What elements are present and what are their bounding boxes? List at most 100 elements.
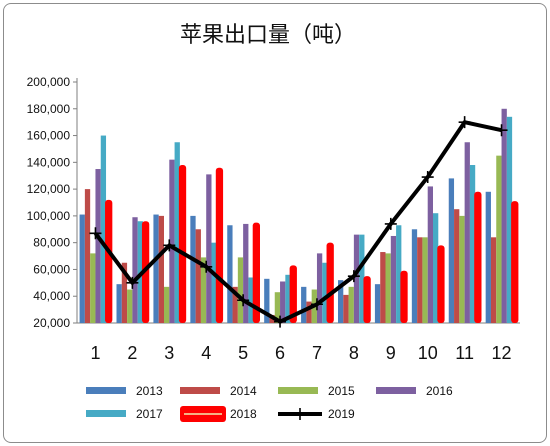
bar-2018-6 (289, 265, 297, 323)
legend-marker-2019 (294, 408, 306, 420)
point-2019-2 (126, 276, 139, 289)
bar-2016-11 (464, 142, 470, 323)
y-tick-label: 40,000 (33, 289, 70, 303)
bar-2015-4 (200, 257, 207, 323)
bar-2015-11 (459, 215, 465, 323)
legend-label-2015: 2015 (328, 384, 355, 398)
line-series-group (89, 116, 508, 328)
bar-2016-8 (353, 234, 360, 323)
bar-2015-6 (274, 292, 281, 323)
bar-2016-2 (132, 217, 138, 323)
bar-2017-1 (100, 135, 107, 323)
point-2019-3 (163, 239, 176, 252)
bar-series-group (79, 108, 519, 324)
y-tick-label: 180,000 (27, 102, 71, 116)
x-tick-label: 6 (275, 343, 285, 363)
bar-2013-2 (116, 284, 122, 323)
bar-2014-2 (121, 262, 128, 323)
y-tick-label: 140,000 (27, 155, 71, 169)
bar-2015-12 (496, 155, 502, 323)
bar-2016-4 (206, 174, 212, 323)
point-2019-10 (421, 171, 434, 184)
bar-2018-1 (105, 199, 113, 323)
bar-2016-7 (316, 253, 323, 323)
bar-2015-10 (422, 237, 428, 323)
y-tick-label: 20,000 (33, 316, 70, 330)
bar-2016-1 (95, 169, 101, 323)
legend-label-2018: 2018 (230, 407, 257, 421)
legend-swatch-2015 (278, 387, 318, 394)
y-tick-label: 160,000 (27, 129, 71, 143)
y-tick-label: 60,000 (33, 262, 70, 276)
bar-2014-9 (380, 252, 386, 323)
legend-swatch-2014 (180, 387, 220, 394)
y-tick-label: 100,000 (27, 209, 71, 223)
bar-2018-10 (437, 245, 445, 323)
y-tick-label: 200,000 (27, 75, 71, 89)
bar-2016-10 (427, 186, 433, 323)
bar-2017-6 (285, 274, 291, 323)
point-2019-9 (384, 217, 397, 230)
bar-2018-5 (252, 222, 260, 323)
point-2019-11 (458, 116, 471, 129)
bar-2013-11 (448, 178, 455, 323)
bar-2015-9 (385, 253, 391, 323)
legend: 2013 2014 2015 2016 2017 2018 2019 (86, 384, 453, 422)
x-tick-label: 7 (312, 343, 322, 363)
bar-2016-9 (390, 235, 397, 323)
bar-2017-4 (211, 242, 217, 323)
x-axis: 1 2 3 4 5 6 7 8 9 10 11 12 (77, 322, 520, 363)
bar-2014-11 (454, 209, 460, 323)
point-2019-1 (89, 227, 102, 240)
bar-2014-10 (417, 237, 423, 323)
bar-2013-3 (153, 214, 159, 323)
bar-2014-7 (306, 301, 312, 323)
y-tick-label: 80,000 (33, 236, 70, 250)
bar-2017-10 (432, 213, 439, 323)
bar-2018-12 (511, 201, 519, 323)
x-tick-label: 5 (238, 343, 248, 363)
x-tick-label: 3 (164, 343, 174, 363)
y-axis: 20,000 40,000 60,000 80,000 100,000 120,000 14… (27, 75, 78, 330)
bar-2017-3 (174, 142, 180, 323)
bar-2018-9 (400, 270, 408, 323)
point-2019-12 (495, 124, 508, 137)
bar-2015-1 (90, 253, 96, 323)
bar-2018-3 (178, 165, 187, 323)
bar-2017-9 (396, 225, 402, 323)
bar-2015-2 (127, 289, 133, 323)
bar-2013-4 (190, 215, 196, 323)
legend-swatch-2017 (86, 410, 126, 417)
bar-2013-12 (485, 191, 491, 323)
bar-2014-1 (84, 189, 91, 323)
bar-2017-12 (506, 116, 513, 323)
bar-2016-5 (243, 223, 249, 323)
legend-label-2016: 2016 (426, 384, 453, 398)
bar-2014-8 (343, 294, 349, 323)
x-tick-label: 9 (386, 343, 396, 363)
x-tick-label: 12 (492, 343, 512, 363)
bar-2013-8 (338, 280, 344, 323)
bar-2014-3 (158, 215, 165, 323)
point-2019-4 (200, 260, 213, 273)
bar-2018-7 (326, 242, 334, 323)
y-tick-label: 120,000 (27, 182, 71, 196)
x-tick-label: 11 (455, 343, 474, 363)
legend-label-2017: 2017 (136, 407, 163, 421)
bar-2018-11 (474, 191, 482, 323)
bar-2013-9 (374, 284, 381, 323)
bar-2016-6 (280, 281, 286, 323)
bar-2013-1 (79, 214, 85, 323)
bar-2014-4 (195, 229, 201, 323)
bar-2016-3 (169, 159, 175, 323)
legend-swatch-2013 (86, 387, 126, 394)
legend-swatch-2016 (376, 387, 416, 394)
bar-2015-3 (164, 286, 170, 323)
chart-title: 苹果出口量（吨） (180, 23, 356, 48)
bar-2014-5 (232, 286, 238, 323)
bar-2018-8 (363, 276, 371, 323)
bar-2013-10 (411, 229, 418, 323)
point-2019-6 (274, 315, 287, 328)
x-tick-label: 10 (418, 343, 438, 363)
